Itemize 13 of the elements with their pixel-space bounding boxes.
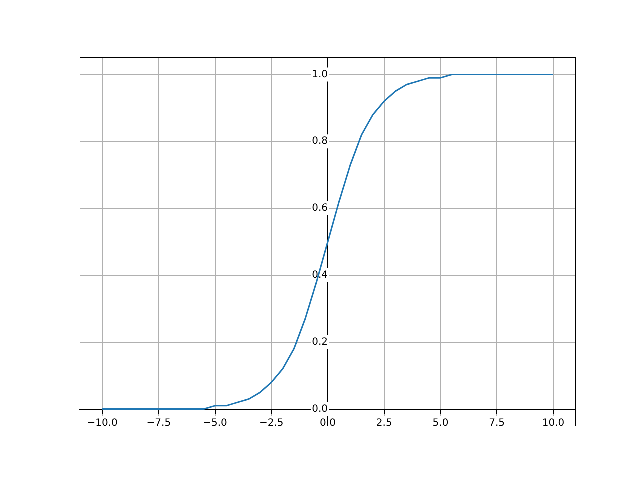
- y-tick-label: 0.0: [312, 404, 328, 415]
- x-tick-label: 2.5: [376, 418, 392, 429]
- y-tick-label: 0.2: [312, 336, 328, 348]
- x-tick-label: 7.5: [489, 418, 506, 429]
- y-tick-label: 0.8: [312, 136, 328, 148]
- y-tick-label: 0.6: [312, 203, 328, 214]
- x-tick-label: −5.0: [203, 418, 228, 429]
- x-tick-label: −2.5: [259, 418, 284, 429]
- y-tick-label: 1.0: [312, 69, 328, 80]
- x-tick-label: −7.5: [146, 418, 172, 429]
- x-tick-label: −10.0: [87, 418, 118, 429]
- x-tick-label: 10.0: [542, 418, 565, 429]
- x-tick-label: 5.0: [432, 418, 449, 429]
